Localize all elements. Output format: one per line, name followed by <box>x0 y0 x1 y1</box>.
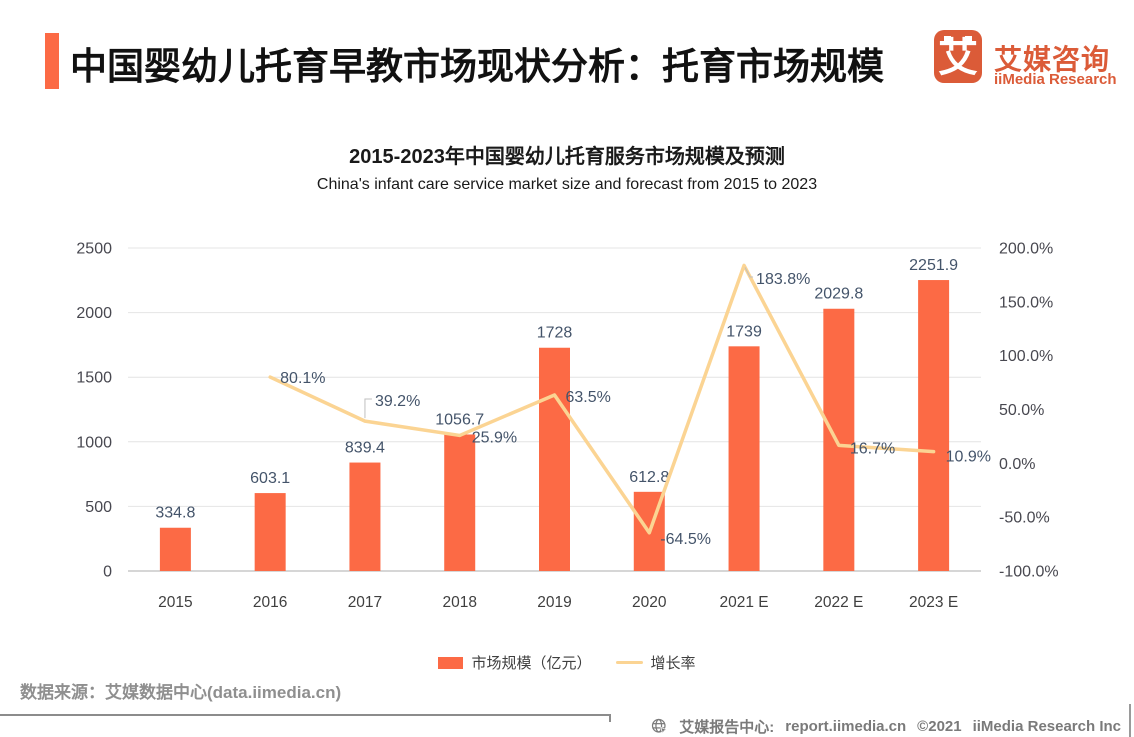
bar-value-label: 2029.8 <box>814 286 863 303</box>
logo-name-en: iiMedia Research <box>994 71 1117 88</box>
line-value-label: 25.9% <box>472 429 517 446</box>
bar-2023 E <box>918 280 950 571</box>
chart-subtitle: China's infant care service market size … <box>316 176 818 193</box>
x-axis-label: 2015 <box>158 594 192 611</box>
line-value-label: 80.1% <box>280 370 325 387</box>
left-axis-tick: 500 <box>85 499 112 516</box>
data-source-note: 数据来源：艾媒数据中心(data.iimedia.cn) <box>20 683 342 702</box>
logo-name-cn: 艾媒咨询 <box>994 44 1111 75</box>
bar-value-label: 839.4 <box>345 440 385 457</box>
title-accent-bar <box>45 33 59 89</box>
bar-value-label: 1056.7 <box>435 411 484 428</box>
chart-legend: 市场规模（亿元） 增长率 <box>0 652 1134 673</box>
bar-2018 <box>444 434 476 571</box>
bar-2017 <box>349 462 381 571</box>
footer: 艾媒报告中心: report.iimedia.cn ©2021 iiMedia … <box>600 716 1121 737</box>
bar-value-label: 612.8 <box>629 469 669 486</box>
legend-label-market-size: 市场规模（亿元） <box>471 655 592 672</box>
left-axis-tick: 2500 <box>76 241 112 258</box>
right-axis-tick: 200.0% <box>999 241 1053 258</box>
line-value-label: -64.5% <box>660 531 711 548</box>
line-value-label: 63.5% <box>566 389 611 406</box>
footer-divider-tick <box>609 714 611 722</box>
x-axis-label: 2020 <box>632 594 667 611</box>
line-value-label: 16.7% <box>850 440 895 457</box>
bar-value-label: 334.8 <box>155 505 195 522</box>
left-axis-tick: 1500 <box>76 370 112 387</box>
line-value-label: 183.8% <box>756 271 810 288</box>
legend-item-growth-rate: 增长率 <box>615 652 696 673</box>
right-axis-tick: 0.0% <box>999 456 1035 473</box>
bar-value-label: 1739 <box>726 323 762 340</box>
line-value-label: 39.2% <box>375 393 420 410</box>
bar-2022 E <box>823 308 855 571</box>
x-axis-label: 2016 <box>253 594 287 611</box>
bar-value-label: 1728 <box>537 325 573 342</box>
label-callout-line <box>744 267 754 278</box>
x-axis-label: 2022 E <box>814 594 863 611</box>
iimedia-logo-icon: 艾 <box>934 30 982 83</box>
right-axis-tick: 150.0% <box>999 294 1053 311</box>
left-axis-tick: 0 <box>103 564 112 581</box>
line-series-swatch <box>615 660 643 665</box>
x-axis-label: 2017 <box>348 594 382 611</box>
right-axis-tick: 50.0% <box>999 402 1044 419</box>
bar-2019 <box>539 347 570 571</box>
label-callout-line <box>364 398 372 419</box>
bar-2021 E <box>728 346 760 571</box>
left-axis-tick: 2000 <box>76 305 112 322</box>
x-axis-label: 2019 <box>537 594 571 611</box>
x-axis-label: 2018 <box>442 594 476 611</box>
page-title: 中国婴幼儿托育早教市场现状分析：托育市场规模 <box>70 46 884 87</box>
footer-report-center: 艾媒报告中心: <box>679 719 775 736</box>
footer-company: iiMedia Research Inc <box>972 718 1121 735</box>
right-axis-tick: -50.0% <box>999 510 1050 527</box>
logo-mark-character: 艾 <box>938 36 978 80</box>
right-axis-tick: -100.0% <box>999 564 1059 581</box>
bar-series-swatch <box>438 656 464 669</box>
legend-item-market-size: 市场规模（亿元） <box>438 652 592 673</box>
growth-rate-line <box>268 263 936 535</box>
x-axis-label: 2023 E <box>909 594 958 611</box>
bar-value-label: 603.1 <box>250 470 290 487</box>
left-axis-tick: 1000 <box>76 434 112 451</box>
footer-copyright: ©2021 <box>917 718 962 735</box>
legend-label-growth-rate: 增长率 <box>650 655 696 672</box>
bar-value-label: 2251.9 <box>909 257 958 274</box>
chart-title: 2015-2023年中国婴幼儿托育服务市场规模及预测 <box>349 146 785 168</box>
line-value-label: 10.9% <box>946 449 991 466</box>
footer-right-tick <box>1129 704 1131 737</box>
globe-cursor-icon <box>652 718 669 735</box>
footer-divider <box>0 714 611 716</box>
right-axis-tick: 100.0% <box>999 348 1053 365</box>
bar-2015 <box>159 527 191 571</box>
x-axis-label: 2021 E <box>719 594 768 611</box>
footer-url: report.iimedia.cn <box>785 718 907 735</box>
bar-2016 <box>254 493 286 571</box>
